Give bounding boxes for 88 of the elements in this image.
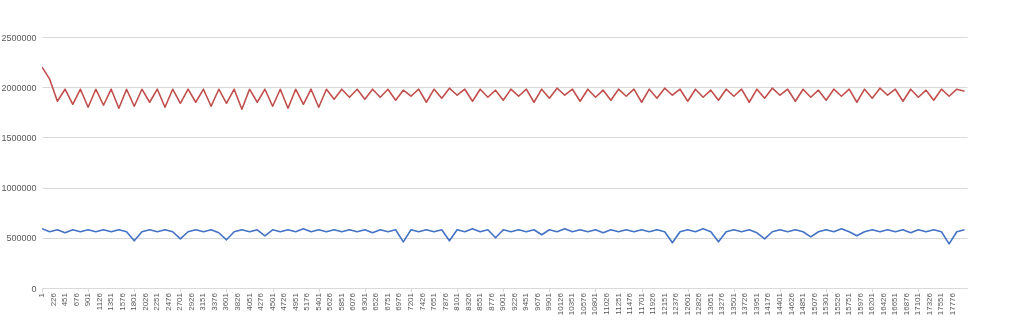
x-tick-label: 12601 [682,292,692,316]
x-tick-label: 12151 [659,292,669,316]
x-tick-label: 4051 [244,292,254,311]
y-tick-label: 0 [31,283,37,294]
x-tick-label: 7201 [406,292,415,311]
x-tick-label: 9901 [544,292,554,311]
y-tick-label: 1500000 [1,132,37,143]
x-tick-label: 11926 [648,292,658,315]
x-tick-label: 17776 [947,292,957,316]
x-tick-label: 5851 [336,292,346,311]
x-tick-label: 10801 [590,292,600,316]
x-tick-label: 11026 [602,292,612,315]
x-tick-label: 14626 [786,292,796,316]
x-tick-label: 5176 [302,292,312,311]
x-tick-label: 15076 [809,292,819,316]
x-tick-label: 6076 [348,292,358,311]
x-tick-label: 16651 [890,292,900,316]
x-tick-label: 451 [60,292,70,307]
x-tick-label: 6526 [371,292,381,311]
x-tick-label: 4501 [267,292,277,311]
x-tick-label: 13276 [717,292,727,316]
x-tick-label: 9001 [498,292,508,311]
x-tick-label: 8101 [452,292,462,311]
x-tick-label: 1 [37,292,46,298]
x-tick-label: 13501 [728,292,738,316]
x-tick-label: 17101 [913,292,923,316]
x-tick-label: 8326 [463,292,473,311]
x-tick-label: 3151 [198,292,208,311]
x-tick-label: 226 [48,292,58,307]
x-tick-label: 15976 [855,292,865,316]
x-tick-label: 15751 [844,292,854,316]
line-series [42,227,966,245]
y-tick-label: 1000000 [1,183,37,194]
x-tick-label: 6301 [359,292,369,311]
x-tick-label: 8551 [475,292,485,311]
x-tick-label: 2476 [163,292,173,311]
x-tick-label: 14851 [798,292,808,316]
x-tick-label: 6976 [394,292,404,311]
x-tick-label: 17326 [924,292,934,316]
x-tick-label: 9226 [509,292,519,311]
x-tick-label: 14176 [763,292,773,316]
x-tick-label: 3601 [221,292,231,311]
y-tick-label: 2000000 [1,82,37,93]
x-tick-label: 4726 [279,292,289,311]
x-tick-label: 1351 [106,292,116,311]
x-tick-label: 14401 [774,292,784,316]
x-tick-label: 13951 [751,292,761,316]
x-tick-label: 5626 [325,292,335,311]
x-tick-label: 2926 [186,292,196,311]
x-tick-label: 13726 [740,292,750,316]
x-tick-label: 4951 [290,292,300,311]
x-tick-label: 6751 [382,292,392,311]
line-series [42,66,966,111]
x-tick-label: 1576 [117,292,127,311]
x-tick-label: 16876 [901,292,911,316]
x-tick-label: 15526 [832,292,842,316]
x-tick-label: 11251 [613,292,623,315]
x-tick-label: 2026 [140,292,150,311]
x-tick-label: 15301 [821,292,831,316]
x-tick-label: 676 [71,292,81,307]
x-tick-label: 16426 [878,292,888,316]
x-tick-label: 7876 [440,292,450,311]
x-tick-label: 11476 [625,292,635,315]
x-tick-label: 5401 [313,292,323,311]
x-tick-label: 17551 [936,292,946,316]
x-tick-label: 8776 [486,292,496,311]
x-tick-label: 3376 [209,292,219,311]
x-tick-label: 7426 [417,292,427,311]
x-tick-label: 2251 [152,292,162,311]
x-tick-label: 2701 [175,292,185,311]
x-tick-label: 1801 [129,292,139,311]
x-tick-label: 901 [83,292,93,307]
x-tick-label: 11701 [636,292,646,315]
x-tick-label: 1126 [94,292,104,311]
x-tick-label: 9451 [521,292,531,311]
x-tick-label: 4276 [256,292,266,311]
x-tick-label: 12826 [694,292,704,316]
y-tick-label: 500000 [6,233,37,244]
x-tick-label: 13051 [705,292,715,316]
x-tick-label: 9676 [532,292,542,311]
x-tick-label: 7651 [429,292,439,311]
x-tick-label: 10126 [555,292,565,316]
x-tick-label: 12376 [671,292,681,316]
y-tick-label: 2500000 [1,32,37,43]
x-tick-label: 16201 [867,292,877,316]
x-tick-label: 10351 [567,292,577,316]
x-tick-label: 10576 [578,292,588,316]
x-tick-label: 3826 [233,292,243,311]
